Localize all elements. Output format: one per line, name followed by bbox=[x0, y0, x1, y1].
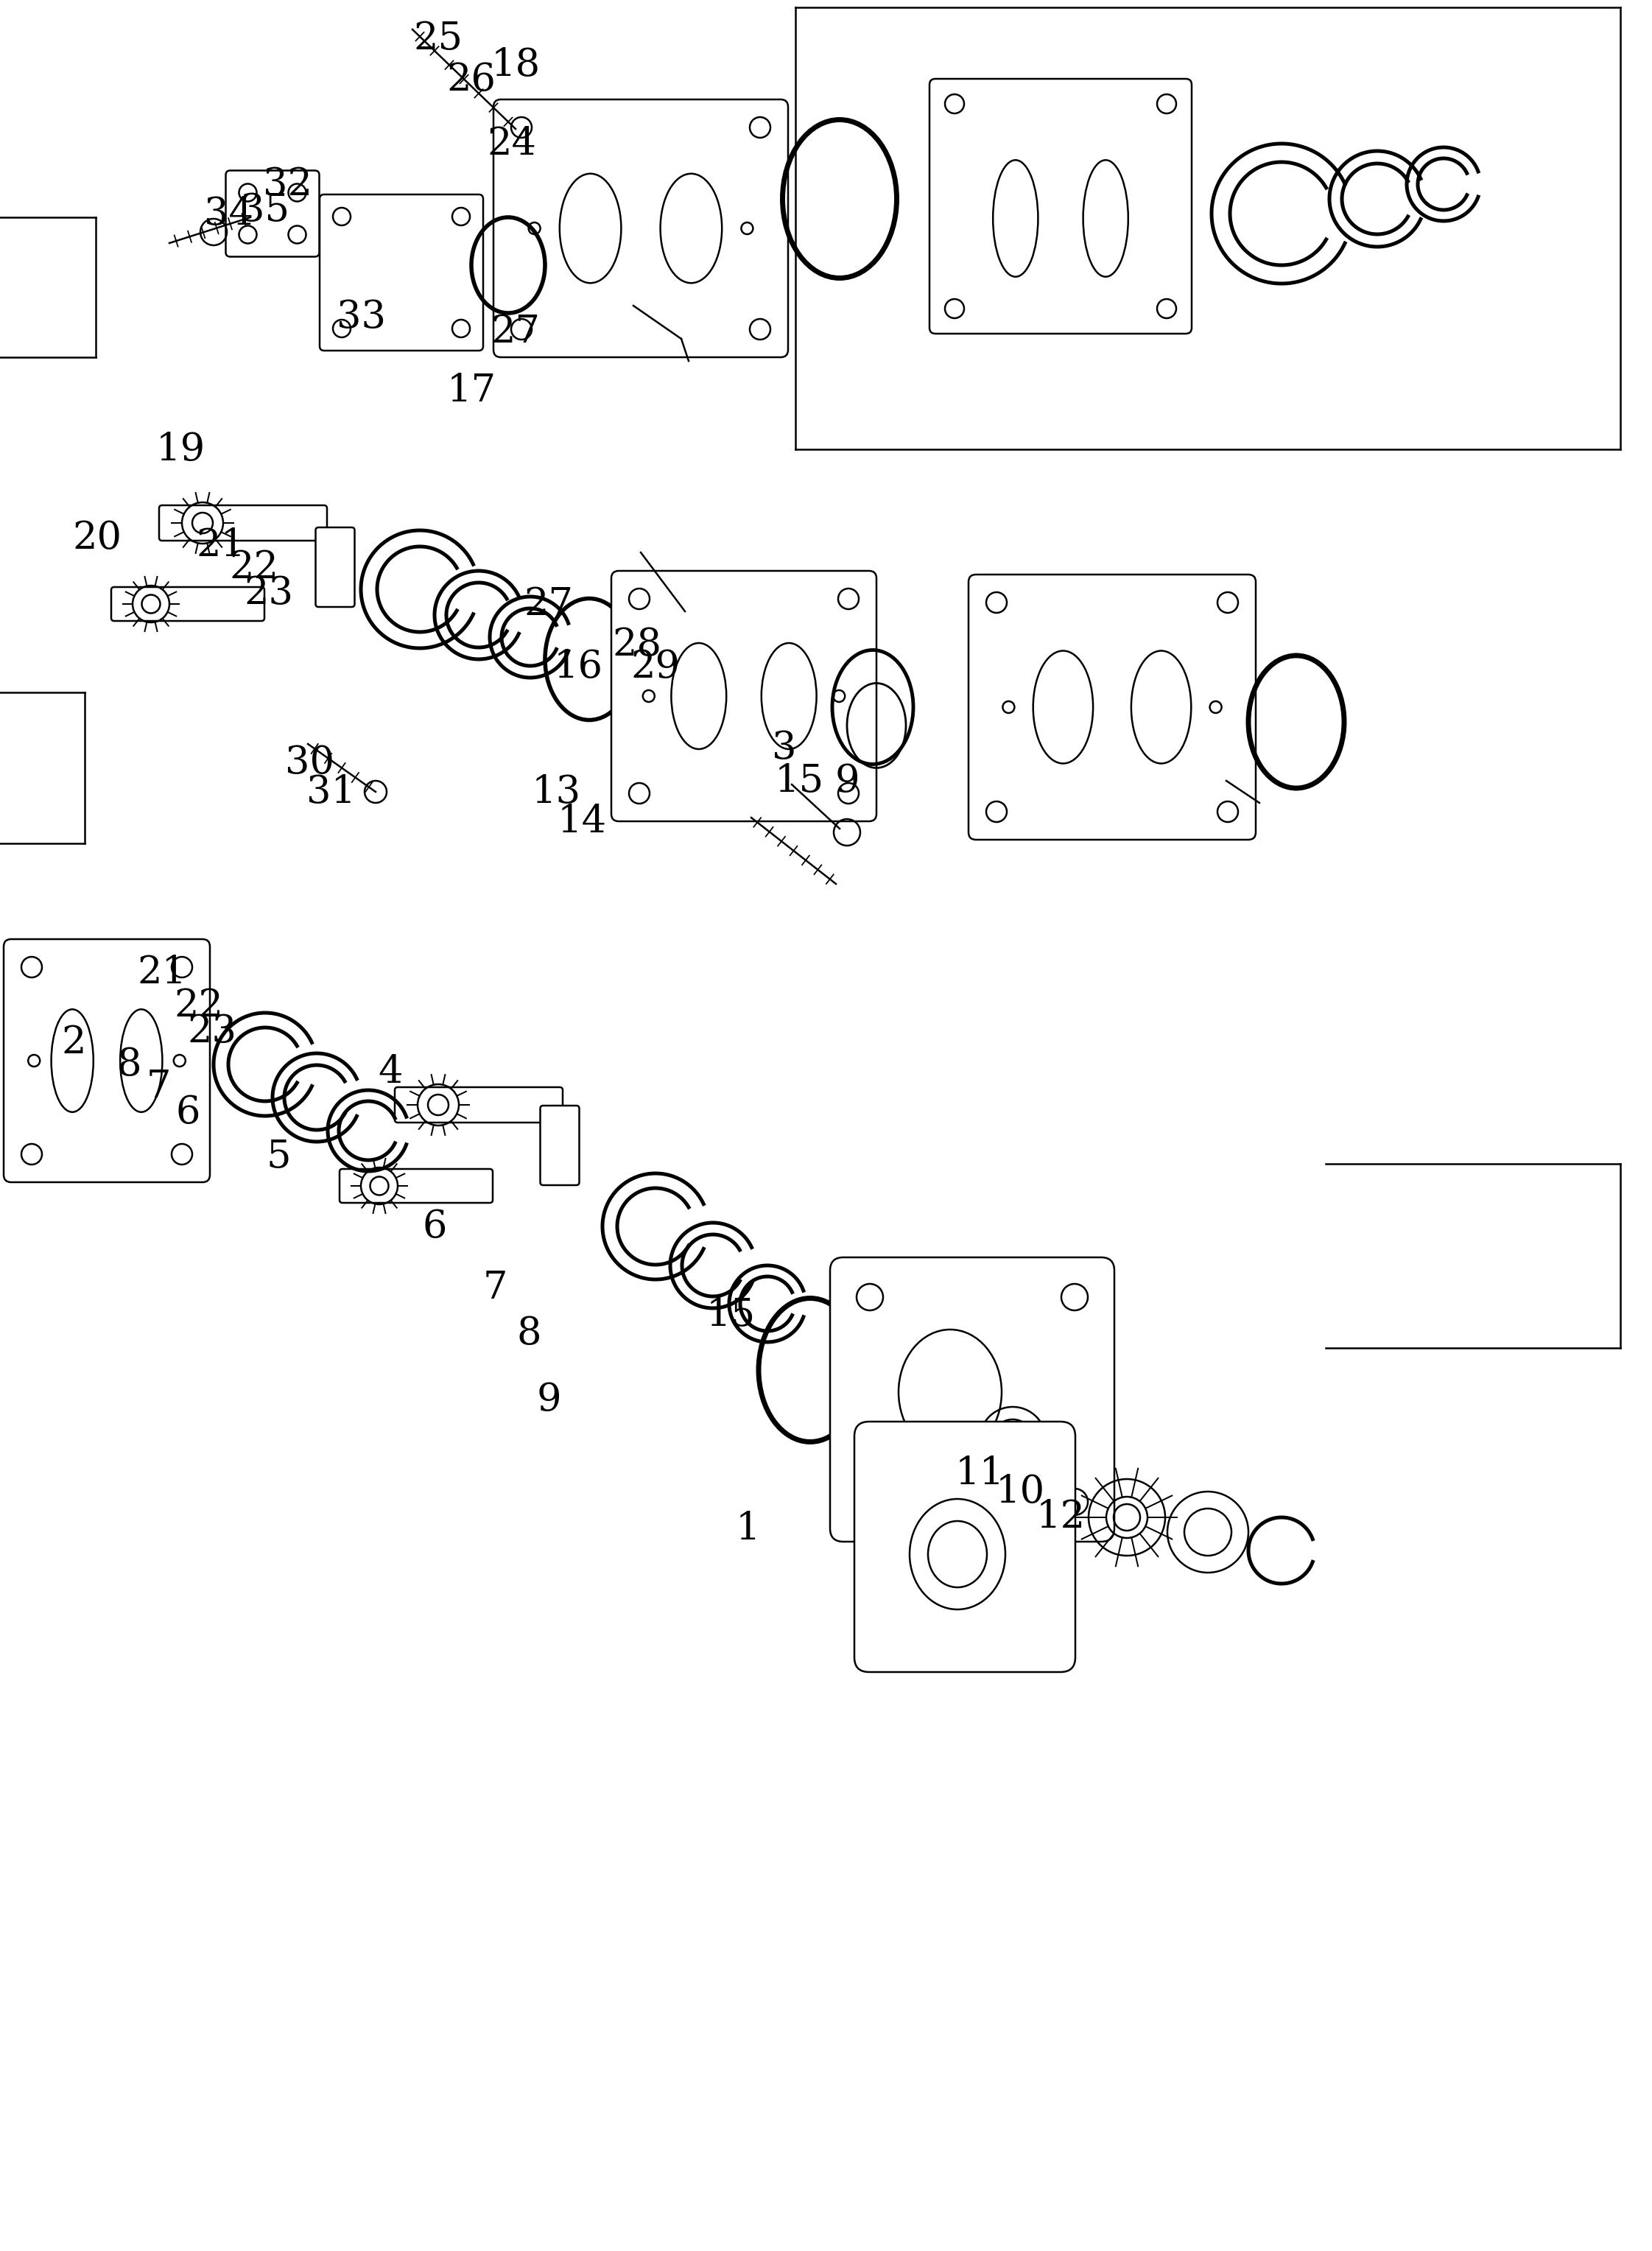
FancyBboxPatch shape bbox=[3, 939, 210, 1182]
Text: 25: 25 bbox=[413, 20, 463, 56]
Text: 12: 12 bbox=[1036, 1499, 1085, 1535]
Text: 27: 27 bbox=[491, 313, 540, 351]
Text: 9: 9 bbox=[537, 1380, 562, 1418]
Text: 7: 7 bbox=[482, 1270, 507, 1306]
FancyBboxPatch shape bbox=[226, 171, 319, 257]
Text: 23: 23 bbox=[244, 574, 294, 612]
Text: 9: 9 bbox=[834, 763, 859, 799]
Text: 11: 11 bbox=[955, 1454, 1004, 1492]
Text: 4: 4 bbox=[378, 1053, 403, 1089]
FancyBboxPatch shape bbox=[854, 1423, 1075, 1672]
Text: 19: 19 bbox=[155, 430, 205, 468]
Text: 22: 22 bbox=[173, 986, 223, 1024]
Text: 30: 30 bbox=[284, 743, 334, 781]
Text: 7: 7 bbox=[145, 1067, 170, 1105]
Text: 21: 21 bbox=[137, 954, 187, 990]
Text: 13: 13 bbox=[532, 772, 582, 810]
FancyBboxPatch shape bbox=[159, 504, 327, 540]
Text: 20: 20 bbox=[73, 520, 122, 556]
Text: 3: 3 bbox=[771, 729, 796, 765]
Text: 28: 28 bbox=[613, 626, 662, 664]
Text: 10: 10 bbox=[996, 1472, 1044, 1510]
Text: 14: 14 bbox=[557, 804, 606, 840]
Text: 15: 15 bbox=[705, 1297, 755, 1333]
Text: 18: 18 bbox=[491, 45, 540, 83]
Text: 22: 22 bbox=[230, 549, 279, 585]
Text: 23: 23 bbox=[187, 1013, 236, 1049]
FancyBboxPatch shape bbox=[611, 572, 877, 822]
Text: 35: 35 bbox=[241, 191, 289, 230]
Text: 27: 27 bbox=[524, 585, 573, 624]
Text: 31: 31 bbox=[307, 772, 357, 810]
Text: 32: 32 bbox=[263, 164, 312, 203]
Text: 5: 5 bbox=[266, 1137, 291, 1175]
FancyBboxPatch shape bbox=[111, 588, 264, 621]
Text: 8: 8 bbox=[117, 1044, 140, 1083]
Text: 2: 2 bbox=[61, 1024, 86, 1060]
FancyBboxPatch shape bbox=[494, 99, 788, 358]
Text: 33: 33 bbox=[337, 297, 385, 335]
FancyBboxPatch shape bbox=[395, 1087, 563, 1123]
FancyBboxPatch shape bbox=[340, 1168, 492, 1202]
Text: 34: 34 bbox=[203, 196, 253, 232]
FancyBboxPatch shape bbox=[930, 79, 1191, 333]
Text: 8: 8 bbox=[517, 1315, 542, 1353]
FancyBboxPatch shape bbox=[316, 527, 355, 608]
Text: 17: 17 bbox=[446, 371, 496, 410]
Text: 6: 6 bbox=[423, 1207, 448, 1245]
Text: 1: 1 bbox=[735, 1510, 760, 1546]
Text: 29: 29 bbox=[631, 648, 681, 684]
Text: 16: 16 bbox=[553, 648, 603, 684]
Text: 15: 15 bbox=[775, 763, 824, 799]
Text: 26: 26 bbox=[446, 61, 496, 99]
Text: 6: 6 bbox=[175, 1094, 200, 1130]
FancyBboxPatch shape bbox=[968, 574, 1256, 840]
Text: 21: 21 bbox=[197, 527, 246, 563]
FancyBboxPatch shape bbox=[319, 194, 482, 351]
Text: 24: 24 bbox=[487, 124, 537, 162]
FancyBboxPatch shape bbox=[829, 1258, 1115, 1542]
FancyBboxPatch shape bbox=[540, 1105, 580, 1186]
